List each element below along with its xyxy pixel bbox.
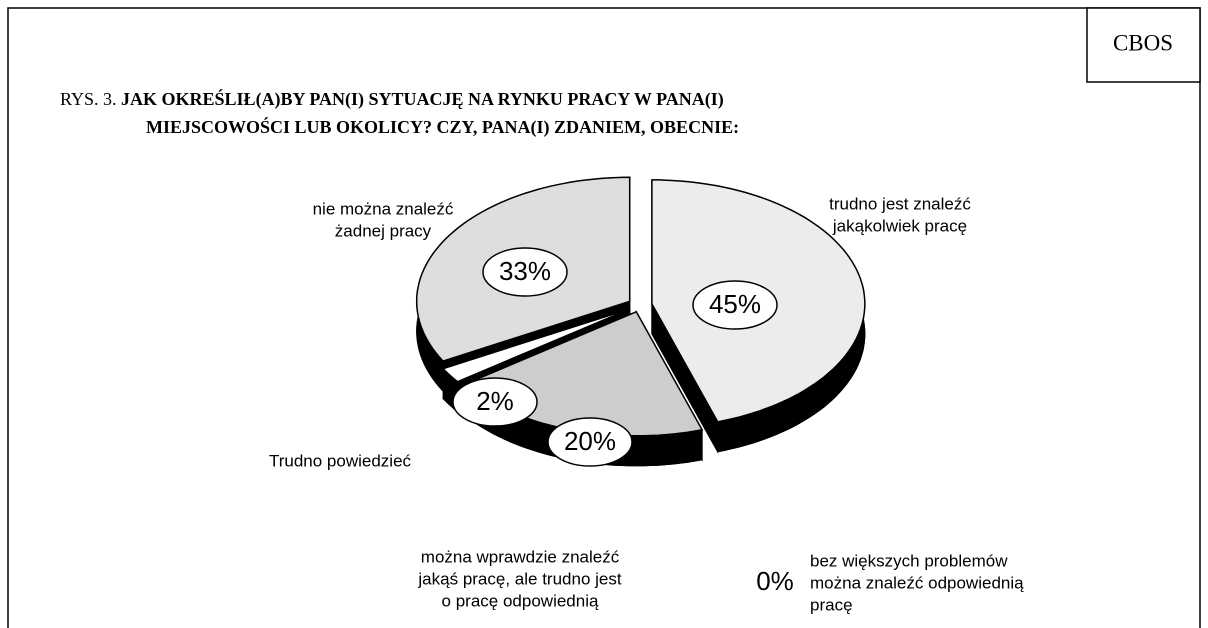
value-label: 20% — [564, 426, 616, 456]
frame — [7, 7, 1201, 628]
chart-title: RYS. 3. JAK OKREŚLIŁ(A)BY PAN(I) SYTUACJ… — [60, 88, 724, 110]
badge: CBOS — [1113, 30, 1173, 55]
title-prefix: RYS. 3. — [60, 89, 117, 109]
category-label: Trudno powiedzieć — [269, 451, 412, 470]
value-label: 45% — [709, 289, 761, 319]
value-label: 2% — [476, 386, 514, 416]
value-label-bubble — [452, 377, 538, 427]
badge-box — [1086, 7, 1201, 83]
value-label-bubble — [482, 247, 568, 297]
value-label: 33% — [499, 256, 551, 286]
title-line: MIEJSCOWOŚCI LUB OKOLICY? CZY, PANA(I) Z… — [146, 116, 739, 138]
category-label: żadnej pracy — [335, 221, 432, 240]
category-label: bez większych problemów — [810, 551, 1008, 570]
category-label: można wprawdzie znaleźć — [421, 547, 620, 566]
value-label-bubble — [547, 417, 633, 467]
category-label: nie można znaleźć — [313, 199, 454, 218]
category-label: jakąkolwiek pracę — [832, 216, 967, 235]
category-label: o pracę odpowiednią — [442, 591, 599, 610]
slice — [441, 308, 631, 383]
title-line: JAK OKREŚLIŁ(A)BY PAN(I) SYTUACJĘ NA RYN… — [121, 88, 724, 110]
category-label: pracę — [810, 595, 853, 614]
category-label: jakąś pracę, ale trudno jest — [417, 569, 621, 588]
value-label-bubble — [692, 280, 778, 330]
category-label: można znaleźć odpowiednią — [810, 573, 1024, 592]
category-label: trudno jest znaleźć — [829, 194, 971, 213]
value-label: 0% — [756, 566, 794, 596]
